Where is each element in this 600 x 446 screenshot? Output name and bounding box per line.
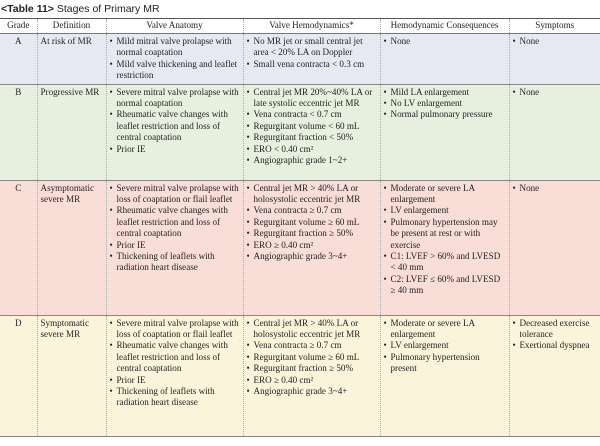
- anatomy-cell: Severe mitral valve prolapse with normal…: [105, 84, 243, 181]
- list-item: Angiographic grade 3~4+: [247, 386, 377, 398]
- list-item: Mild mitral valve prolapse with normal c…: [110, 36, 240, 59]
- anatomy-cell: Severe mitral valve prolapse with loss o…: [105, 180, 243, 316]
- header-valve-hemodynamics: Valve Hemodynamics*: [242, 18, 380, 34]
- table-row: C Asymptomatic severe MR Severe mitral v…: [0, 180, 600, 316]
- consequences-cell: Mild LA enlargement No LV enlargement No…: [379, 84, 509, 181]
- list-item: Angiographic grade 1~2+: [247, 155, 377, 167]
- list-item: Vena contracta ≥ 0.7 cm: [247, 340, 377, 352]
- list-item: C2: LVEF ≤ 60% and LVESD ≥ 40 mm: [384, 274, 506, 297]
- stages-table: Grade Definition Valve Anatomy Valve Hem…: [0, 18, 600, 437]
- definition-cell: Symptomatic severe MR: [36, 315, 106, 437]
- symptoms-cell: None: [508, 84, 600, 181]
- header-valve-anatomy: Valve Anatomy: [105, 18, 243, 34]
- hemodynamics-cell: Central jet MR > 40% LA or holosystolic …: [242, 180, 380, 316]
- table-row: B Progressive MR Severe mitral valve pro…: [0, 84, 600, 181]
- list-item: None: [384, 36, 506, 48]
- list-item: Severe mitral valve prolapse with normal…: [110, 87, 240, 110]
- symptoms-cell: Decreased exercise tolerance Exertional …: [508, 315, 600, 437]
- list-item: No MR jet or small central jet area < 20…: [247, 36, 377, 59]
- grade-cell: D: [14, 317, 22, 328]
- list-item: Regurgitant volume ≥ 60 mL: [247, 352, 377, 364]
- header-grade: Grade: [0, 18, 37, 34]
- grade-cell: B: [15, 86, 22, 97]
- symptoms-cell: None: [508, 33, 600, 85]
- list-item: Angiographic grade 3~4+: [247, 251, 377, 263]
- list-item: No LV enlargement: [384, 98, 506, 110]
- list-item: LV enlargement: [384, 205, 506, 217]
- list-item: Normal pulmonary pressure: [384, 109, 506, 121]
- list-item: ERO < 0.40 cm²: [247, 144, 377, 156]
- grade-cell: A: [14, 36, 22, 46]
- list-item: None: [513, 87, 598, 99]
- list-item: Regurgitant fraction ≥ 50%: [247, 228, 377, 240]
- list-item: Pulmonary hypertension present: [384, 352, 506, 375]
- list-item: Mild LA enlargement: [384, 87, 506, 99]
- list-item: Thickening of leaflets with radiation he…: [110, 251, 240, 274]
- list-item: ERO ≥ 0.40 cm²: [247, 375, 377, 387]
- list-item: Central jet MR 20%~40% LA or late systol…: [247, 87, 377, 110]
- hemodynamics-cell: No MR jet or small central jet area < 20…: [242, 33, 380, 85]
- list-item: Vena contracta ≥ 0.7 cm: [247, 205, 377, 217]
- table-row: D Symptomatic severe MR Severe mitral va…: [0, 315, 600, 437]
- list-item: Vena contracta < 0.7 cm: [247, 109, 377, 121]
- list-item: LV enlargement: [384, 340, 506, 352]
- list-item: Moderate or severe LA enlargement: [384, 318, 506, 341]
- table-number: <Table 11>: [1, 3, 54, 15]
- table-row: A At risk of MR Mild mitral valve prolap…: [0, 33, 600, 85]
- list-item: Prior IE: [110, 144, 240, 156]
- list-item: Small vena contracta < 0.3 cm: [247, 59, 377, 71]
- anatomy-cell: Mild mitral valve prolapse with normal c…: [105, 33, 243, 85]
- list-item: Rheumatic valve changes with leaflet res…: [110, 109, 240, 143]
- list-item: None: [513, 183, 598, 195]
- list-item: Moderate or severe LA enlargement: [384, 183, 506, 206]
- list-item: Rheumatic valve changes with leaflet res…: [110, 205, 240, 239]
- list-item: Central jet MR > 40% LA or holosystolic …: [247, 318, 377, 341]
- list-item: Regurgitant fraction < 50%: [247, 132, 377, 144]
- header-definition: Definition: [36, 18, 106, 34]
- list-item: Mild valve thickening and leaflet restri…: [110, 59, 240, 82]
- hemodynamics-cell: Central jet MR > 40% LA or holosystolic …: [242, 315, 380, 437]
- list-item: Thickening of leaflets with radiation he…: [110, 386, 240, 409]
- list-item: Severe mitral valve prolapse with loss o…: [110, 318, 240, 341]
- list-item: Rheumatic valve changes with leaflet res…: [110, 340, 240, 374]
- symptoms-cell: None: [508, 180, 600, 316]
- list-item: Pulmonary hypertension may be present at…: [384, 217, 506, 251]
- list-item: Exertional dyspnea: [513, 340, 598, 352]
- list-item: Prior IE: [110, 375, 240, 387]
- definition-cell: Asymptomatic severe MR: [36, 180, 106, 316]
- list-item: None: [513, 36, 598, 48]
- header-hemodynamic-consequences: Hemodynamic Consequences: [379, 18, 509, 34]
- list-item: Decreased exercise tolerance: [513, 318, 598, 341]
- consequences-cell: Moderate or severe LA enlargement LV enl…: [379, 315, 509, 437]
- table-title: Stages of Primary MR: [56, 3, 160, 15]
- list-item: Regurgitant volume ≥ 60 mL: [247, 217, 377, 229]
- list-item: Severe mitral valve prolapse with loss o…: [110, 183, 240, 206]
- definition-cell: Progressive MR: [36, 84, 106, 181]
- hemodynamics-cell: Central jet MR 20%~40% LA or late systol…: [242, 84, 380, 181]
- list-item: ERO ≥ 0.40 cm²: [247, 240, 377, 252]
- header-symptoms: Symptoms: [508, 18, 600, 34]
- list-item: C1: LVEF > 60% and LVESD < 40 mm: [384, 251, 506, 274]
- consequences-cell: Moderate or severe LA enlargement LV enl…: [379, 180, 509, 316]
- header-row: Grade Definition Valve Anatomy Valve Hem…: [0, 18, 600, 34]
- list-item: Regurgitant fraction ≥ 50%: [247, 363, 377, 375]
- anatomy-cell: Severe mitral valve prolapse with loss o…: [105, 315, 243, 437]
- list-item: Prior IE: [110, 240, 240, 252]
- list-item: Central jet MR > 40% LA or holosystolic …: [247, 183, 377, 206]
- consequences-cell: None: [379, 33, 509, 85]
- grade-cell: C: [15, 182, 22, 193]
- table-caption: <Table 11> Stages of Primary MR: [0, 0, 600, 18]
- list-item: Regurgitant volume < 60 mL: [247, 121, 377, 133]
- definition-cell: At risk of MR: [36, 33, 106, 85]
